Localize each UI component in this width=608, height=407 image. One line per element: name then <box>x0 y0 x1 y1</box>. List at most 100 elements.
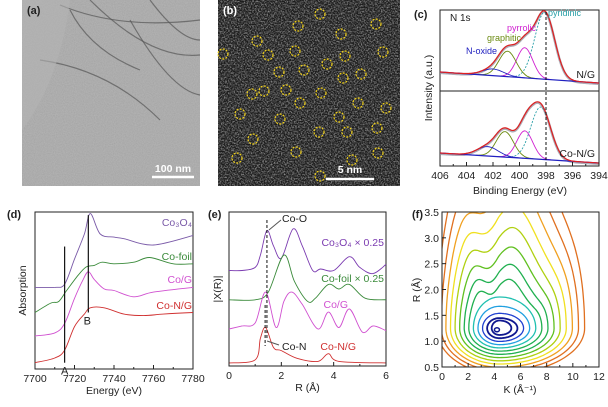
single-atom-circle <box>262 49 274 61</box>
contour-level <box>449 212 567 365</box>
peak-graphitic <box>477 50 538 80</box>
annotation-co-n: Co-N <box>282 341 307 353</box>
contour-level <box>459 246 555 359</box>
series-label: Co-N/G <box>156 300 192 312</box>
y-tick-label: 1.0 <box>424 336 439 348</box>
contour-level <box>490 319 513 336</box>
peak-pyridinic <box>511 11 580 82</box>
y-tick-label: 3.5 <box>424 207 439 219</box>
envelope-Co-N/G <box>439 101 600 164</box>
envelope-N/G <box>439 10 600 84</box>
x-tick-label: 7700 <box>23 373 47 385</box>
single-atom-circle <box>289 45 301 57</box>
single-atom-circle <box>258 85 270 97</box>
x-axis-label: Binding Energy (eV) <box>473 185 567 197</box>
single-atom-circle <box>380 102 392 114</box>
x-tick-label: 7720 <box>63 373 87 385</box>
series-label: Co₃O₄ × 0.25 <box>321 237 384 249</box>
x-tick-label: 12 <box>593 371 605 383</box>
x-tick-label: 404 <box>458 170 476 182</box>
edge-marker-label: A <box>61 366 69 378</box>
contour-level <box>481 312 525 343</box>
single-atom-circle <box>341 126 353 138</box>
single-atom-circle <box>333 111 345 123</box>
single-atom-circle <box>251 35 263 47</box>
label-pyridinic: pyridinic <box>548 8 582 18</box>
y-axis-label: R (Å) <box>410 278 423 303</box>
contour-level <box>472 296 537 349</box>
x-tick-label: 10 <box>567 371 579 383</box>
scale-bar-label-b: 5 nm <box>338 164 363 176</box>
panel-label-b: (b) <box>223 5 237 17</box>
panel-label-e: (e) <box>208 209 222 221</box>
series-line-Co/G <box>34 271 194 337</box>
panel-label-d: (d) <box>7 209 21 221</box>
contour-level <box>468 278 543 352</box>
panel-e-axes-frame <box>228 211 387 367</box>
contour-level <box>463 263 549 355</box>
single-atom-circle <box>231 152 243 164</box>
series-line-Co/G <box>228 291 387 334</box>
single-atom-circle <box>298 64 310 76</box>
single-atom-circle <box>339 50 351 62</box>
graphene-wrinkle <box>89 0 201 56</box>
x-tick-label: 8 <box>544 371 550 383</box>
single-atom-circle <box>294 97 306 109</box>
graphene-wrinkle <box>69 9 141 71</box>
x-tick-label: 2 <box>278 370 284 382</box>
sample-label: N/G <box>576 69 595 81</box>
single-atom-circle <box>246 88 258 100</box>
y-tick-label: 2.5 <box>424 259 439 271</box>
tem-thin-region <box>22 0 70 130</box>
series-label: Co₃O₄ <box>162 217 192 229</box>
stem-noise <box>218 0 400 186</box>
single-atom-circle <box>234 108 246 120</box>
single-atom-circle <box>217 48 229 60</box>
peak-graphitic <box>475 131 534 160</box>
edge-marker-label: B <box>84 315 91 327</box>
single-atom-circle <box>321 58 333 70</box>
series-line-Co₃O₄ × 0.25 <box>228 228 387 275</box>
x-tick-label: 7780 <box>181 373 205 385</box>
graphene-wrinkle <box>149 0 201 41</box>
annotation-co-o: Co-O <box>282 213 307 225</box>
contour-level <box>442 212 580 367</box>
single-atom-circle <box>314 8 326 20</box>
single-atom-circle <box>314 170 326 182</box>
single-atom-circle <box>247 133 259 145</box>
series-line-Co-N/G <box>228 326 387 364</box>
single-atom-circle <box>371 122 383 134</box>
single-atom-circle <box>337 72 349 84</box>
x-axis-label: R (Å) <box>295 381 320 394</box>
xps-title: N 1s <box>450 13 471 24</box>
y-tick-label: 2.0 <box>424 285 439 297</box>
series-label: Co/G <box>167 274 192 286</box>
single-atom-circle <box>280 84 292 96</box>
x-tick-label: 400 <box>511 170 529 182</box>
x-tick-label: 4 <box>491 371 497 383</box>
y-axis-label: |X(R)| <box>212 275 224 302</box>
single-atom-circle <box>273 66 285 78</box>
graphene-wrinkle <box>59 4 201 24</box>
single-atom-circle <box>377 46 389 58</box>
y-axis-label: Absorption <box>17 265 29 315</box>
x-tick-label: 0 <box>439 371 445 383</box>
single-atom-circle <box>370 18 382 30</box>
single-atom-circle <box>313 126 325 138</box>
y-tick-label: 3.0 <box>424 233 439 245</box>
x-tick-label: 396 <box>564 170 582 182</box>
x-tick-label: 4 <box>331 370 337 382</box>
x-tick-label: 394 <box>590 170 608 182</box>
panel-label-f: (f) <box>412 209 423 221</box>
single-atom-circle <box>352 97 364 109</box>
label-pyrrolic: pyrrolic <box>507 23 537 33</box>
single-atom-circle <box>274 113 286 125</box>
peak-pyrrolic <box>497 47 552 81</box>
single-atom-circle <box>290 146 302 158</box>
scale-bar-label-a: 100 nm <box>155 163 191 175</box>
series-label: Co/G <box>323 299 348 311</box>
x-tick-label: 402 <box>484 170 502 182</box>
x-tick-label: 7760 <box>142 373 166 385</box>
series-label: Co-foil <box>162 251 192 263</box>
